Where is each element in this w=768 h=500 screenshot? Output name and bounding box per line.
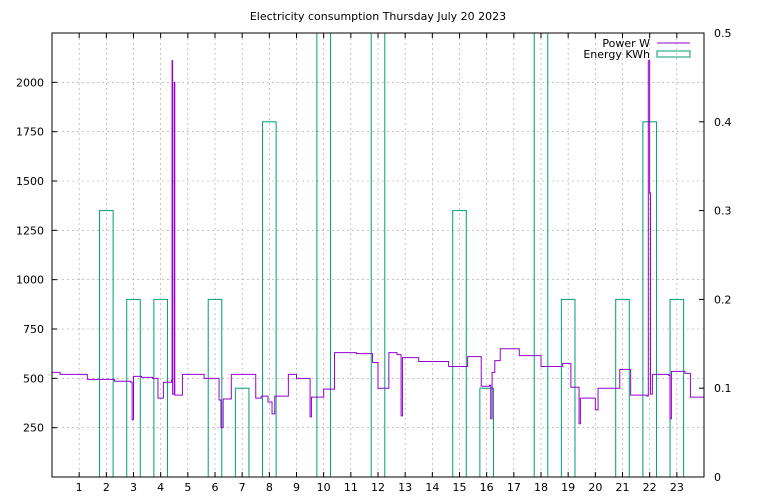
x-tick-label: 13 <box>398 481 412 494</box>
x-tick-label: 9 <box>293 481 300 494</box>
y-left-tick-label: 1750 <box>16 126 44 139</box>
y-right-tick-label: 0.1 <box>714 382 732 395</box>
x-tick-label: 7 <box>239 481 246 494</box>
x-tick-label: 12 <box>371 481 385 494</box>
axis-ticks: 1 2 3 4 5 6 7 8 9 10 11 12 13 14 15 16 17 18 19 20 21 22 23250… <box>16 27 732 494</box>
x-tick-label: 11 <box>344 481 358 494</box>
x-tick-label: 1 <box>76 481 83 494</box>
y-left-tick-label: 2000 <box>16 76 44 89</box>
y-right-tick-label: 0.5 <box>714 27 732 40</box>
y-left-tick-label: 500 <box>23 372 44 385</box>
power-series-line <box>52 60 704 429</box>
x-tick-label: 2 <box>103 481 110 494</box>
y-left-tick-label: 750 <box>23 323 44 336</box>
legend-energy-swatch <box>656 50 691 58</box>
x-tick-label: 21 <box>616 481 630 494</box>
legend: Power W Energy KWh <box>583 37 691 61</box>
x-tick-label: 22 <box>643 481 657 494</box>
y-left-tick-label: 250 <box>23 422 44 435</box>
x-tick-label: 23 <box>670 481 684 494</box>
legend-power-label: Power W <box>602 37 650 50</box>
x-tick-label: 10 <box>317 481 331 494</box>
chart-title: Electricity consumption Thursday July 20… <box>250 10 506 23</box>
y-left-tick-label: 1500 <box>16 175 44 188</box>
x-tick-label: 15 <box>453 481 467 494</box>
x-tick-label: 16 <box>480 481 494 494</box>
x-tick-label: 20 <box>588 481 602 494</box>
x-tick-label: 4 <box>157 481 164 494</box>
grid-lines <box>52 33 704 477</box>
x-tick-label: 19 <box>561 481 575 494</box>
x-tick-label: 5 <box>184 481 191 494</box>
y-right-tick-label: 0.3 <box>714 205 732 218</box>
x-tick-label: 14 <box>425 481 439 494</box>
y-left-tick-label: 1250 <box>16 224 44 237</box>
y-right-tick-label: 0.4 <box>714 116 732 129</box>
x-tick-label: 8 <box>266 481 273 494</box>
y-right-tick-label: 0.2 <box>714 293 732 306</box>
y-right-tick-label: 0 <box>714 471 721 484</box>
x-tick-label: 18 <box>534 481 548 494</box>
x-tick-label: 3 <box>130 481 137 494</box>
x-tick-label: 6 <box>212 481 219 494</box>
legend-energy-label: Energy KWh <box>583 48 650 61</box>
y-left-tick-label: 1000 <box>16 274 44 287</box>
x-tick-label: 17 <box>507 481 521 494</box>
